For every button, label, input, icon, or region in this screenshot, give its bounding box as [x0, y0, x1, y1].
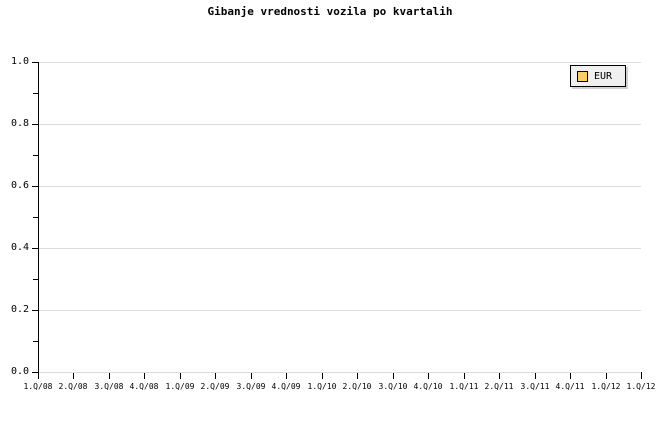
x-axis-label: 3.Q/10	[378, 382, 408, 391]
y-axis-label: 0.2	[10, 304, 29, 315]
x-axis-tick	[499, 373, 500, 379]
y-axis-label: 1.0	[10, 56, 29, 67]
gridline	[39, 310, 641, 311]
x-axis-tick	[322, 373, 323, 379]
x-axis-label: 1.Q/09	[165, 382, 195, 391]
y-axis-label: 0.8	[10, 118, 29, 129]
y-axis-minor-tick	[33, 341, 38, 342]
x-axis-label: 3.Q/09	[236, 382, 266, 391]
x-axis-label: 4.Q/09	[271, 382, 301, 391]
gridline	[39, 248, 641, 249]
x-axis-tick	[393, 373, 394, 379]
y-axis-minor-tick	[33, 279, 38, 280]
x-axis-tick	[251, 373, 252, 379]
x-axis-tick	[428, 373, 429, 379]
y-axis-tick	[32, 124, 38, 125]
x-axis-tick	[641, 373, 642, 379]
x-axis-label: 1.Q/11	[449, 382, 479, 391]
x-axis-tick	[535, 373, 536, 379]
gridline	[39, 372, 641, 373]
x-axis-tick	[73, 373, 74, 379]
x-axis-label: 3.Q/08	[94, 382, 124, 391]
x-axis-label: 4.Q/08	[129, 382, 159, 391]
gridline	[39, 186, 641, 187]
plot-area	[38, 62, 641, 372]
legend[interactable]: EUR	[570, 65, 626, 87]
x-axis-label: 4.Q/10	[413, 382, 443, 391]
x-axis-tick	[215, 373, 216, 379]
x-axis-label: 1.Q/10	[307, 382, 337, 391]
y-axis-line	[38, 62, 39, 373]
legend-label-eur: EUR	[594, 70, 613, 82]
y-axis-tick	[32, 186, 38, 187]
x-axis-tick	[464, 373, 465, 379]
x-axis-label: 1.Q/12	[626, 382, 656, 391]
y-axis-label: 0.6	[10, 180, 29, 191]
x-axis-label: 3.Q/11	[520, 382, 550, 391]
y-axis-minor-tick	[33, 217, 38, 218]
legend-swatch-eur	[577, 70, 588, 82]
x-axis-tick	[357, 373, 358, 379]
x-axis-label: 4.Q/11	[555, 382, 585, 391]
x-axis-label: 2.Q/11	[484, 382, 514, 391]
x-axis-tick	[109, 373, 110, 379]
y-axis-minor-tick	[33, 93, 38, 94]
y-axis-tick	[32, 248, 38, 249]
y-axis-tick	[32, 372, 38, 373]
y-axis-minor-tick	[33, 155, 38, 156]
y-axis-tick	[32, 62, 38, 63]
x-axis-label: 1.Q/08	[23, 382, 53, 391]
x-axis-tick	[286, 373, 287, 379]
x-axis-tick	[38, 373, 39, 379]
x-axis-tick	[606, 373, 607, 379]
x-axis-tick	[180, 373, 181, 379]
x-axis-tick	[570, 373, 571, 379]
gridline	[39, 124, 641, 125]
gridline	[39, 62, 641, 63]
x-axis-label: 2.Q/09	[200, 382, 230, 391]
x-axis-label: 2.Q/08	[58, 382, 88, 391]
y-axis-label: 0.0	[10, 366, 29, 377]
x-axis-tick	[144, 373, 145, 379]
x-axis-label: 2.Q/10	[342, 382, 372, 391]
y-axis-label: 0.4	[10, 242, 29, 253]
x-axis-label: 1.Q/12	[591, 382, 621, 391]
y-axis-tick	[32, 310, 38, 311]
chart-title: Gibanje vrednosti vozila po kvartalih	[207, 5, 453, 18]
